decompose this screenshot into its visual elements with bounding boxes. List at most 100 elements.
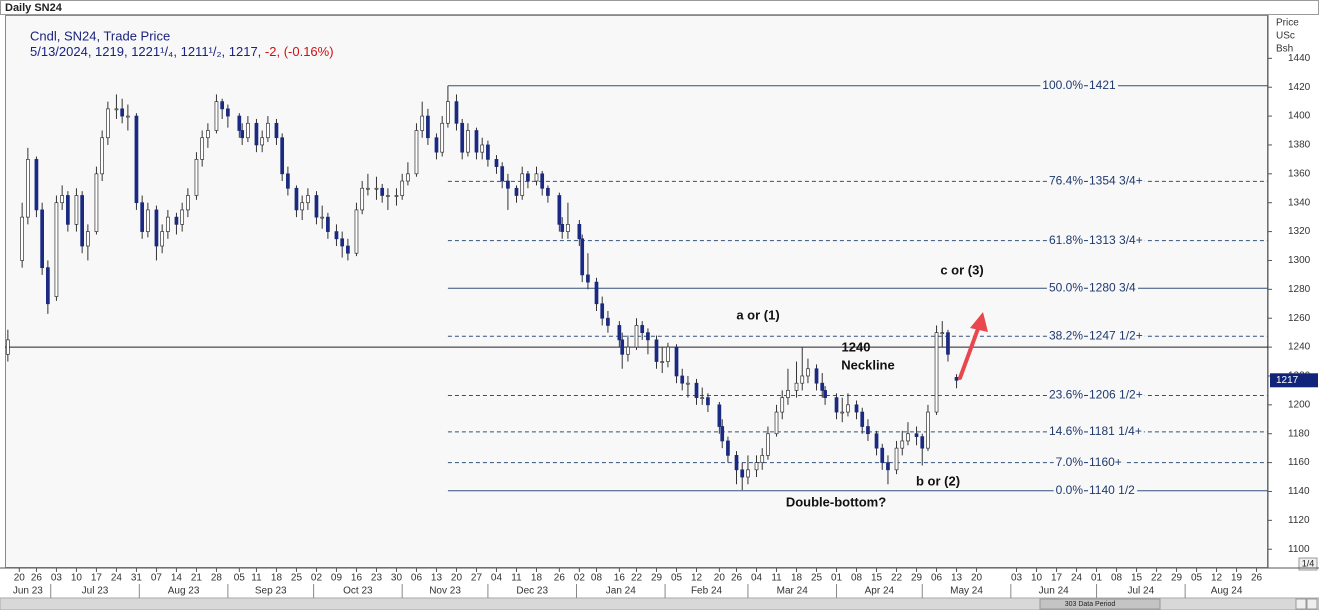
x-tick-label: 11 — [511, 573, 522, 584]
scroll-button[interactable] — [1306, 598, 1318, 610]
candle-body — [174, 216, 179, 225]
header-values: 5/13/2024, 1219, 1221¹/₄, 1211¹/₂, 1217, — [30, 44, 265, 59]
candle-body — [526, 173, 530, 182]
candle-body — [260, 137, 265, 146]
x-tick-label: 20 — [714, 573, 726, 584]
x-tick-label: 13 — [431, 573, 443, 584]
scroll-button[interactable] — [1295, 598, 1307, 610]
scrollbar[interactable] — [0, 597, 1319, 610]
scale-label: 1/4 — [1302, 558, 1315, 568]
x-tick-label: 26 — [731, 573, 743, 584]
y-tick-label: 1120 — [1288, 515, 1310, 526]
x-tick-label: 05 — [234, 573, 246, 584]
x-tick-label: 07 — [151, 573, 163, 584]
header-line: 5/13/2024, 1219, 1221¹/₄, 1211¹/₂, 1217,… — [30, 44, 334, 59]
y-tick-label: 1280 — [1288, 284, 1311, 295]
candle-body — [354, 209, 359, 254]
candle-body — [634, 325, 639, 348]
y-tick-label: 1240 — [1288, 342, 1311, 353]
candle-body — [586, 274, 590, 283]
candle-body — [480, 144, 485, 153]
candle-body — [494, 159, 499, 167]
x-tick-label: 16 — [614, 573, 626, 584]
candle-body — [394, 195, 399, 197]
candle-body — [380, 187, 385, 196]
candle-body — [557, 195, 562, 225]
fib-label-bg — [1046, 329, 1145, 344]
candle-body — [114, 108, 119, 111]
x-tick-label: 18 — [791, 573, 803, 584]
candle-body — [320, 216, 325, 219]
scale-box[interactable] — [1298, 557, 1318, 571]
x-tick-label: 19 — [1231, 573, 1243, 584]
x-tick-label: 29 — [1171, 573, 1183, 584]
candle-body — [594, 281, 599, 305]
fib-name: 76.4% — [1049, 174, 1083, 188]
candle-body — [237, 115, 242, 131]
month-label: Jan 24 — [606, 586, 636, 597]
fib-name: 38.2% — [1049, 328, 1083, 342]
candle-body — [734, 455, 739, 471]
candle-body — [426, 115, 430, 139]
candle-body — [434, 137, 439, 153]
x-tick-label: 12 — [691, 573, 703, 584]
candle-body — [520, 173, 525, 196]
month-label: May 24 — [950, 586, 983, 597]
last-price-tag — [1270, 373, 1318, 388]
candle-body — [86, 231, 90, 247]
candle-body — [846, 404, 850, 413]
fib-name: 50.0% — [1049, 280, 1083, 294]
candle-body — [360, 187, 365, 211]
candle-body — [900, 440, 905, 449]
month-label: Dec 23 — [516, 586, 548, 597]
x-tick-label: 22 — [1151, 573, 1163, 584]
x-tick-label: 04 — [491, 573, 503, 584]
fib-value: 1313 3/4+ — [1089, 233, 1143, 247]
candle-body — [926, 411, 930, 449]
candle-body — [680, 375, 685, 384]
candle-body — [226, 108, 230, 117]
candle-body — [720, 426, 725, 442]
neckline-value: 1240 — [842, 340, 871, 355]
candle-body — [617, 325, 622, 341]
fib-label-bg — [1053, 483, 1138, 498]
candle-body — [626, 346, 630, 355]
candle-body — [180, 209, 185, 225]
candle-body — [840, 411, 845, 414]
fib-name: 14.6% — [1049, 424, 1083, 438]
candle-body — [600, 303, 605, 319]
x-tick-label: 22 — [891, 573, 903, 584]
candle-body — [294, 187, 299, 211]
x-tick-label: 15 — [1131, 573, 1143, 584]
candle-body — [306, 195, 310, 204]
candle-body — [754, 462, 759, 471]
candle-body — [54, 202, 59, 297]
month-label: Aug 23 — [168, 586, 200, 597]
candle-body — [880, 447, 885, 463]
neckline-label: Neckline — [841, 358, 894, 373]
candle-body — [454, 101, 459, 124]
x-tick-label: 31 — [131, 573, 143, 584]
x-tick-label: 28 — [211, 573, 223, 584]
candle-body — [66, 195, 70, 225]
arrow-shaft — [958, 324, 981, 380]
x-tick-label: 10 — [1031, 573, 1043, 584]
trend-arrow — [958, 312, 988, 380]
x-tick-label: 25 — [291, 573, 303, 584]
x-tick-label: 30 — [391, 573, 403, 584]
x-tick-label: 26 — [1251, 573, 1263, 584]
candle-body — [60, 195, 64, 204]
x-tick-label: 14 — [171, 573, 183, 584]
candle-body — [46, 267, 50, 305]
candle-body — [540, 173, 545, 189]
x-tick-label: 03 — [1011, 573, 1023, 584]
candle-body — [566, 224, 570, 232]
candle-body — [340, 238, 345, 247]
fib-value: 1206 1/2+ — [1089, 388, 1143, 402]
x-tick-label: 26 — [554, 573, 566, 584]
scroll-thumb[interactable] — [1039, 598, 1161, 610]
y-tick-label: 1200 — [1288, 399, 1311, 410]
y-tick-label: 1360 — [1288, 168, 1311, 179]
x-tick-label: 20 — [14, 573, 26, 584]
last-price-label: 1217 — [1276, 375, 1299, 386]
